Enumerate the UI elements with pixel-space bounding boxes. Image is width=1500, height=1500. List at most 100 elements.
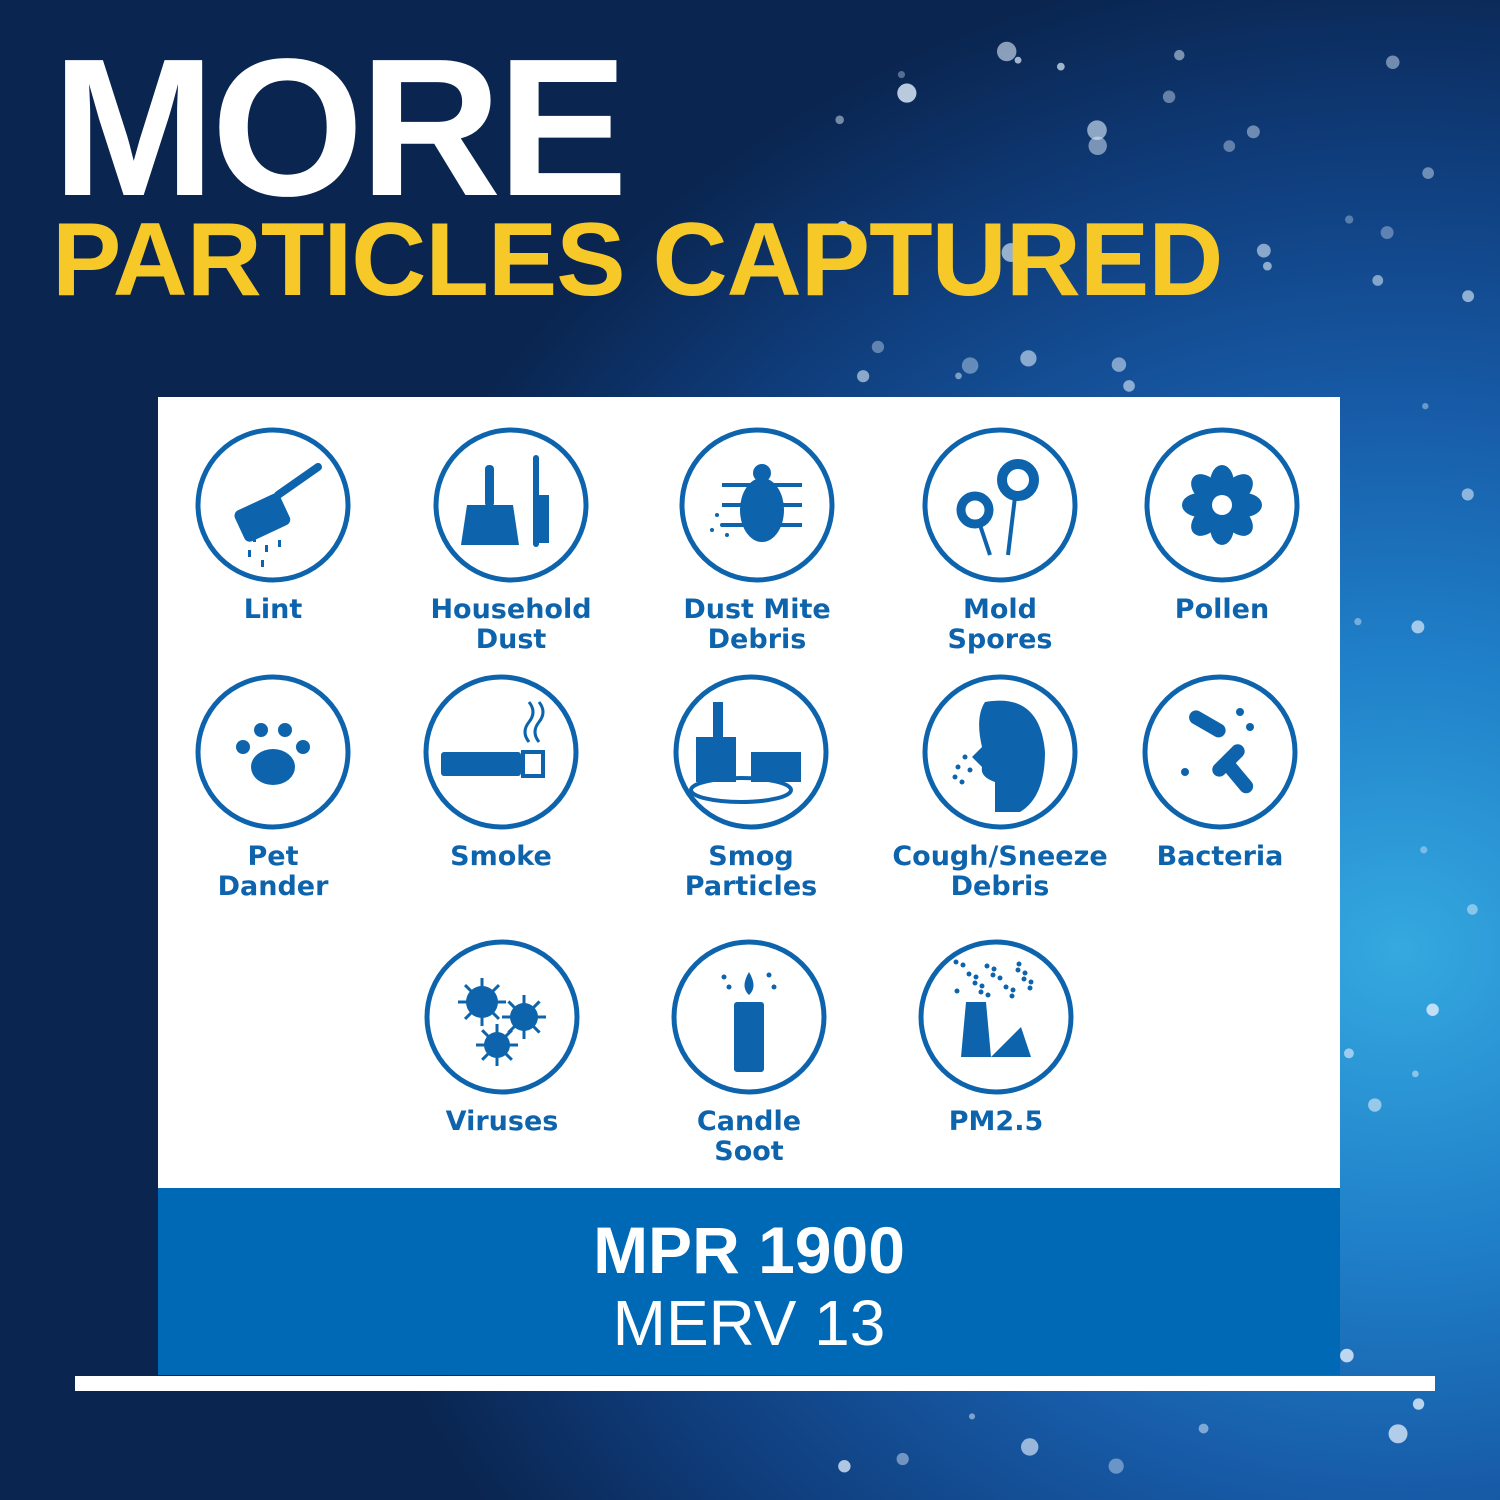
particle-dot (1422, 167, 1434, 179)
particle-dot (837, 220, 849, 233)
particle-label-line: Lint (243, 594, 303, 625)
virus-icon (424, 939, 580, 1095)
particle-dot (1411, 620, 1425, 634)
particle-dot (1256, 243, 1271, 258)
rating-band: MPR 1900 MERV 13 (158, 1188, 1340, 1375)
particle-label-line: Dust (475, 624, 547, 655)
particle-dot (1411, 1070, 1419, 1078)
dust-mite-icon (679, 427, 835, 583)
smokestack-icon (918, 939, 1074, 1095)
particle-label: Dust Mite Debris (637, 595, 877, 655)
particle-dot (1467, 904, 1478, 915)
particle-label: Cough/Sneeze Debris (880, 842, 1120, 902)
particle-dot (1372, 275, 1384, 286)
particle-dot (1426, 1003, 1439, 1016)
candle-icon (671, 939, 827, 1095)
particle-item: Smoke (381, 672, 621, 872)
particle-dot (896, 1452, 909, 1466)
merv-rating: MERV 13 (612, 1287, 886, 1359)
particle-dot (1223, 140, 1236, 152)
particle-dot (1368, 1098, 1382, 1112)
particle-label-line: Pet (247, 841, 299, 872)
particle-dot (1388, 1424, 1408, 1444)
particle-dot (1198, 1423, 1209, 1434)
lint-roller-icon (195, 427, 351, 583)
particle-label-line: Smoke (450, 841, 552, 872)
smog-city-icon (673, 674, 829, 830)
particle-label-line: Debris (950, 871, 1050, 902)
bacteria-icon (1142, 674, 1298, 830)
particle-dot (835, 115, 844, 125)
dustpan-brush-icon (433, 427, 589, 583)
shelf-line (75, 1376, 1435, 1391)
particle-dot (955, 372, 962, 380)
particle-dot (1386, 55, 1400, 70)
headline-more: MORE (52, 18, 628, 237)
headline-particles-captured: PARTICLES CAPTURED (52, 202, 1223, 318)
particle-label-line: Debris (707, 624, 807, 655)
cigarette-icon (423, 674, 579, 830)
particle-dot (1123, 380, 1135, 392)
particle-dot (857, 370, 870, 383)
particle-dot (897, 71, 906, 79)
particle-dot (1001, 243, 1021, 263)
particle-label-line: Pollen (1174, 594, 1270, 625)
particle-label: Pollen (1102, 595, 1342, 625)
particle-item: Viruses (382, 937, 622, 1137)
particle-label: Viruses (382, 1107, 622, 1137)
sneeze-face-icon (922, 674, 1078, 830)
pollen-flower-icon (1144, 427, 1300, 583)
particle-dot (1021, 1438, 1039, 1456)
particle-dot (838, 1460, 851, 1473)
particle-dot (1345, 215, 1354, 224)
particle-dot (1412, 1398, 1425, 1410)
particle-dot (1162, 90, 1176, 104)
particle-item: Cough/Sneeze Debris (880, 672, 1120, 902)
particle-dot (1262, 261, 1272, 271)
particle-item: Dust Mite Debris (637, 425, 877, 655)
particle-label: Lint (153, 595, 393, 625)
particle-label: Household Dust (391, 595, 631, 655)
particle-label: Candle Soot (629, 1107, 869, 1167)
particle-label-line: Mold (963, 594, 1037, 625)
particle-label-line: Household (430, 594, 592, 625)
particle-item: Mold Spores (880, 425, 1120, 655)
particle-item: Bacteria (1100, 672, 1340, 872)
particle-item: Pollen (1102, 425, 1342, 625)
particle-label-line: Particles (684, 871, 818, 902)
particle-label: Smog Particles (631, 842, 871, 902)
particle-dot (968, 1413, 976, 1420)
particle-dot (1340, 1348, 1354, 1363)
particle-dot (1461, 488, 1474, 501)
particle-dot (1422, 402, 1429, 410)
particle-dot (1014, 56, 1022, 64)
particle-dot (871, 340, 885, 354)
particle-label: Bacteria (1100, 842, 1340, 872)
particle-label-line: Candle (696, 1106, 802, 1137)
particle-label: PM2.5 (876, 1107, 1116, 1137)
particle-label-line: Spores (947, 624, 1053, 655)
particle-item: Smog Particles (631, 672, 871, 902)
particle-item: Pet Dander (153, 672, 393, 902)
particle-dot (1088, 136, 1107, 156)
particle-label-line: Viruses (445, 1106, 559, 1137)
particle-dot (1020, 350, 1037, 367)
particle-label: Mold Spores (880, 595, 1120, 655)
particle-label: Pet Dander (153, 842, 393, 902)
particle-dot (997, 41, 1017, 62)
particle-dot (961, 357, 979, 374)
particle-label: Smoke (381, 842, 621, 872)
particle-dot (1111, 357, 1127, 372)
mpr-rating: MPR 1900 (593, 1213, 905, 1287)
particle-label-line: Dander (217, 871, 329, 902)
particle-dot (1354, 618, 1362, 626)
particle-label-line: Cough/Sneeze (892, 841, 1108, 872)
paw-print-icon (195, 674, 351, 830)
particle-dot (1108, 1458, 1124, 1474)
particle-dot (1087, 120, 1107, 140)
particle-dot (1174, 49, 1185, 61)
flowers-icon (922, 427, 1078, 583)
particle-item: PM2.5 (876, 937, 1116, 1137)
particle-item: Household Dust (391, 425, 631, 655)
